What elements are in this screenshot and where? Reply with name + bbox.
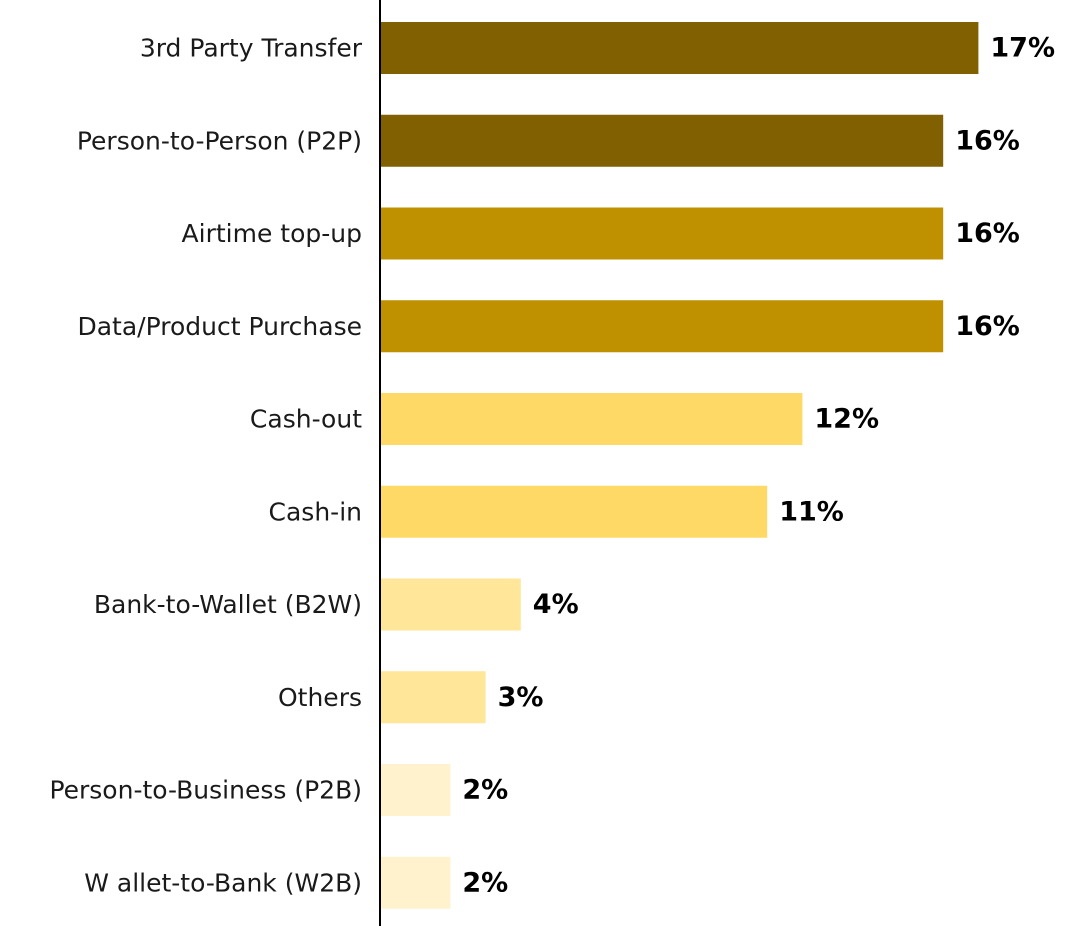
bar [380,764,451,816]
category-label: Data/Product Purchase [77,312,362,341]
bar [380,856,451,909]
value-labels-layer: 17% 16% 16% 16% 12% 11% 4% 3% 2% 2% [462,33,1055,899]
value-label: 2% [462,775,508,806]
category-label: 3rd Party Transfer [140,34,363,63]
category-label: Cash-out [250,405,362,434]
category-label: W allet-to-Bank (W2B) [84,868,362,897]
value-label: 3% [498,682,544,713]
bar [380,393,803,445]
bar [380,207,944,260]
bar [380,114,944,167]
category-label: Person-to-Business (P2B) [49,776,362,805]
bar [380,671,486,724]
value-label: 16% [955,218,1020,249]
value-label: 16% [955,311,1020,342]
value-label: 17% [990,33,1055,64]
value-label: 4% [533,589,579,620]
category-label: Others [278,683,362,712]
bar [380,22,979,74]
category-label: Person-to-Person (P2P) [77,126,362,155]
bar [380,578,521,631]
value-label: 16% [955,125,1020,156]
value-label: 2% [462,867,508,898]
category-labels-layer: 3rd Party Transfer Person-to-Person (P2P)… [49,34,362,898]
category-label: Bank-to-Wallet (B2W) [94,590,362,619]
value-label: 12% [814,404,879,435]
bar [380,485,768,538]
bar [380,300,944,353]
bars-layer [380,22,979,909]
category-label: Cash-in [269,497,362,526]
value-label: 11% [779,496,844,527]
category-label: Airtime top-up [182,219,362,248]
